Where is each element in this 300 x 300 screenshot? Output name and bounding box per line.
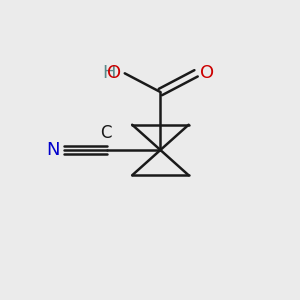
Text: N: N: [47, 141, 60, 159]
Text: O: O: [200, 64, 214, 82]
Text: H: H: [102, 64, 116, 82]
Text: C: C: [100, 124, 111, 142]
Text: O: O: [107, 64, 121, 82]
